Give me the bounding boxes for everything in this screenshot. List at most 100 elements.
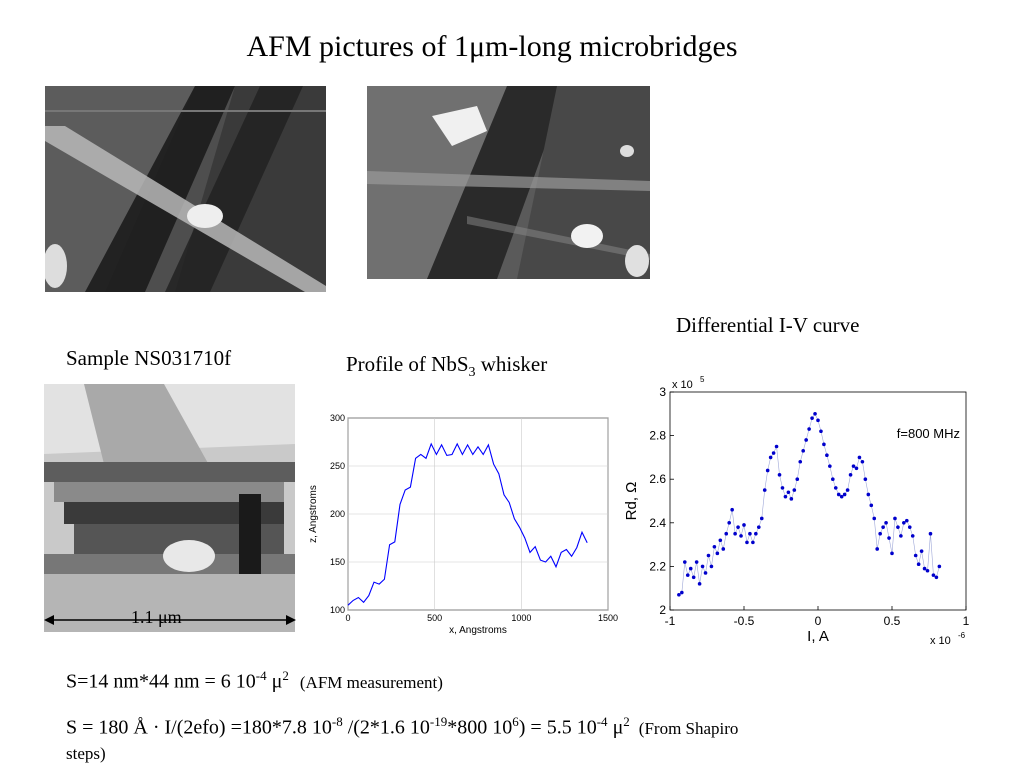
formula-shapiro-e3: 6 [512,714,519,729]
iv-y-multiplier: x 10 [672,379,693,391]
iv-data-point [875,547,879,551]
iv-data-point [685,573,690,577]
iv-x-axis-label: I, A [807,628,829,645]
iv-data-point [887,536,891,540]
iv-data-point [919,549,924,553]
iv-data-point [896,525,900,529]
profile-x-tick-label: 500 [427,613,442,623]
iv-data-point [931,573,936,577]
iv-data-point [845,488,850,492]
iv-data-point [937,564,942,569]
iv-x-multiplier: x 10 [930,635,951,647]
iv-data-point [697,582,702,586]
iv-data-point [836,492,841,497]
iv-x-tick-label: 0 [815,614,822,628]
afm-image-1-graphic [45,86,326,292]
iv-data-point [739,534,743,538]
iv-data-point [683,560,687,564]
iv-data-point [798,459,803,464]
scale-label: 1.1 μm [131,607,182,627]
iv-data-point [893,516,897,521]
iv-data-point [878,531,882,536]
iv-data-point [869,503,874,508]
profile-x-axis-label: x, Angstroms [449,625,507,636]
profile-y-tick-label: 200 [330,509,345,519]
iv-data-point [730,507,734,512]
iv-data-point [925,568,930,573]
iv-data-point [774,444,779,449]
formula-afm-text: S=14 nm*44 nm = 6 10 [66,670,256,693]
iv-data-point [715,551,720,556]
profile-y-axis-label: z, Angstroms [308,485,319,543]
profile-x-tick-label: 1000 [511,613,531,623]
iv-data-point [842,492,847,497]
afm-image-3 [44,384,295,632]
iv-data-point [801,449,805,453]
sample-label: Sample NS031710f [66,346,232,370]
iv-data-point [907,525,912,529]
iv-data-point [721,547,726,551]
formula-afm-exp: -4 [255,668,267,683]
iv-data-point [757,525,761,529]
iv-data-point [771,451,776,455]
formula-afm-unit-exp: 2 [282,668,289,683]
formula-shapiro-note: (From Shapiro [638,718,739,738]
iv-y-tick-label: 2 [659,603,666,617]
scale-bar [44,615,296,625]
iv-data-point [759,516,764,521]
iv-data-point [810,416,814,420]
formula-shapiro: S = 180 Å · I/(2efo) =180*7.8 10-8 /(2*1… [66,710,966,766]
iv-data-point [727,521,731,525]
formula-afm: S=14 nm*44 nm = 6 10-4 μ2 (AFM measureme… [66,664,443,695]
iv-data-point [934,575,939,580]
formula-shapiro-note-cont: steps) [66,743,106,763]
iv-data-point [751,540,755,545]
iv-data-point [910,534,915,538]
profile-chart: 0 500 1000 1500 100 150 200 250 300 x, Angstroms z… [308,413,618,636]
iv-data-point [688,566,693,571]
formula-shapiro-t5: μ [607,716,624,739]
iv-data-point [863,477,868,481]
iv-data-point [822,442,826,447]
iv-y-multiplier-exp: 5 [700,375,705,384]
formula-shapiro-t1: S = 180 Å · I/(2efo) =180*7.8 10 [66,716,332,739]
iv-data-point [857,455,862,460]
iv-data-point [807,427,811,431]
iv-data-point [902,521,906,525]
iv-data-point [922,566,927,571]
iv-y-tick-label: 2.6 [649,472,666,486]
iv-data-point [881,525,885,529]
iv-x-tick-label: -1 [665,614,676,628]
formula-shapiro-e5: 2 [623,714,630,729]
iv-data-point [700,564,705,569]
iv-data-point [866,492,871,497]
iv-data-point [742,523,746,527]
iv-data-point [786,490,791,495]
afm-image-3-graphic [44,384,295,632]
iv-data-point [905,518,909,523]
iv-data-point [703,571,708,575]
iv-data-point [724,531,729,536]
iv-data-point [860,459,865,464]
afm-image-2-graphic [367,86,650,279]
iv-data-point [780,486,785,490]
profile-x-tick-label: 1500 [598,613,618,623]
iv-data-point [872,516,877,521]
iv-data-point [831,477,835,481]
iv-data-point [913,553,918,558]
iv-data-point [916,562,921,567]
profile-series-line [347,442,588,606]
iv-x-tick-label: 1 [963,614,969,628]
iv-data-point [694,560,699,564]
iv-data-point [754,531,758,536]
iv-data-point [783,494,788,499]
formula-shapiro-t4: ) = 5.5 10 [518,716,597,739]
formula-shapiro-t3: *800 10 [447,716,513,739]
afm-image-1 [45,86,326,292]
iv-data-point [848,473,853,477]
iv-data-point [839,494,844,499]
iv-data-point [745,540,749,545]
iv-data-point [795,477,800,481]
iv-y-tick-label: 2.8 [649,429,666,443]
